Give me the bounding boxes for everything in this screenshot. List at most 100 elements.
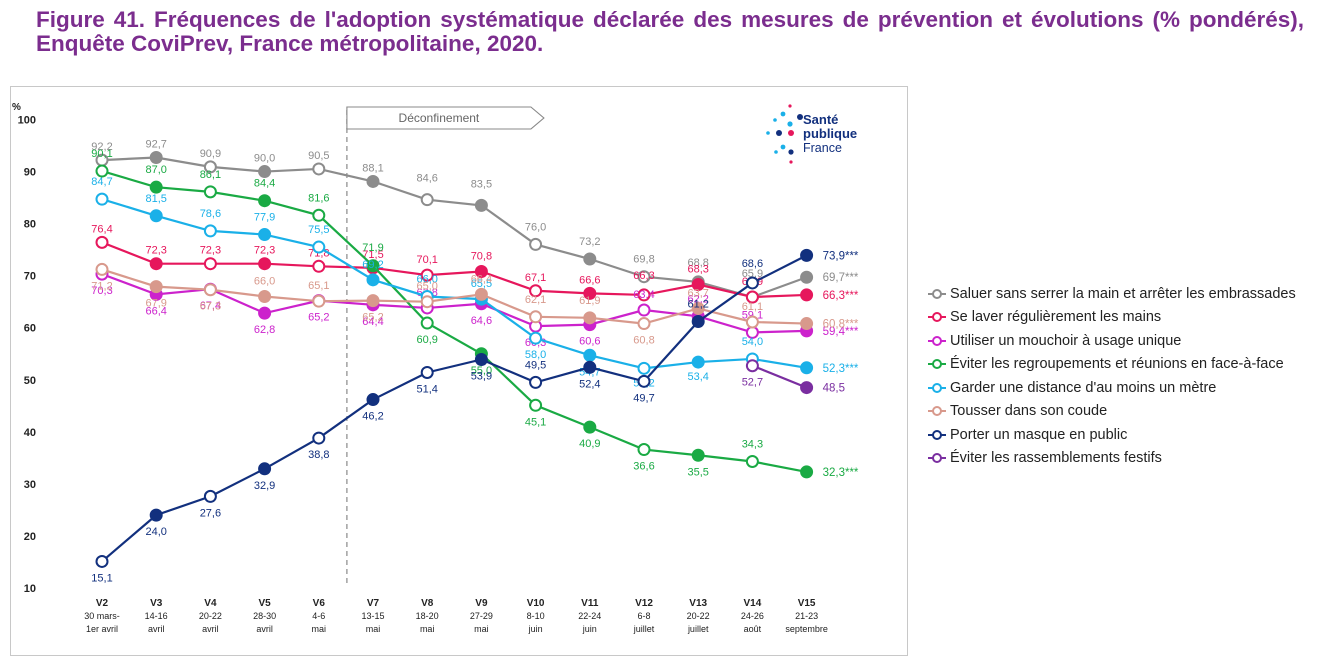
data-point	[366, 294, 380, 308]
x-tick-wave: V3	[150, 598, 163, 609]
x-tick-month: 1er avril	[86, 624, 118, 634]
data-point	[637, 361, 651, 375]
data-label: 70,3	[91, 285, 112, 297]
data-label: 71,9	[362, 242, 383, 254]
x-tick-dates: 8-10	[527, 611, 545, 621]
y-axis: 10 20 30 40 50 60 70 80 90 100%	[12, 102, 36, 595]
data-point	[529, 310, 543, 324]
data-point	[691, 301, 705, 315]
x-tick-dates: 6-8	[637, 611, 650, 621]
data-label: 61,1	[742, 301, 763, 313]
series-line	[101, 156, 807, 299]
legend-item: Porter un masque en public	[928, 423, 1296, 447]
data-label: 60,8	[633, 335, 654, 347]
data-label: 63,7	[687, 287, 708, 299]
data-point	[203, 185, 217, 199]
data-point	[366, 174, 380, 188]
legend-marker-icon	[928, 429, 946, 440]
data-point	[529, 398, 543, 412]
x-tick-wave: V7	[367, 598, 380, 609]
data-label: 63,4	[633, 289, 654, 301]
data-label: 90,1	[91, 148, 112, 160]
logo-dot	[776, 130, 782, 136]
legend-label: Éviter les rassemblements festifs	[950, 450, 1162, 467]
y-tick-label: 80	[24, 219, 36, 231]
data-point	[312, 240, 326, 254]
data-point	[745, 290, 759, 304]
data-point	[474, 287, 488, 301]
data-label: 66,3	[633, 270, 654, 282]
data-point	[691, 314, 705, 328]
data-label: 77,9	[254, 212, 275, 224]
x-tick-dates: 22-24	[578, 611, 601, 621]
x-tick-wave: V15	[798, 598, 816, 609]
x-tick-month: juin	[528, 624, 543, 634]
y-tick-label: 20	[24, 531, 36, 543]
end-data-label: 69,7***	[823, 272, 859, 284]
data-point	[312, 294, 326, 308]
data-label: 52,7	[742, 377, 763, 389]
data-label: 64,4	[362, 316, 383, 328]
end-data-label: 60,8***	[823, 319, 859, 331]
logo-dot	[797, 114, 803, 120]
logo-dot	[780, 111, 786, 117]
chart-frame	[10, 86, 908, 656]
legend-item: Éviter les regroupements et réunions en …	[928, 353, 1296, 377]
data-point	[95, 235, 109, 249]
legend-item: Se laver régulièrement les mains	[928, 306, 1296, 330]
data-point	[745, 276, 759, 290]
data-point	[583, 311, 597, 325]
logo-line-3: France	[803, 141, 842, 155]
x-tick-wave: V8	[421, 598, 434, 609]
legend-marker-icon	[928, 335, 946, 346]
data-label: 68,3	[687, 264, 708, 276]
data-label: 69,8	[633, 254, 654, 266]
series-line	[101, 273, 807, 334]
x-tick-wave: V6	[313, 598, 326, 609]
data-point	[203, 160, 217, 174]
data-point	[312, 162, 326, 176]
data-point	[800, 288, 814, 302]
x-tick-dates: 18-20	[416, 611, 439, 621]
legend-item: Utiliser un mouchoir à usage unique	[928, 329, 1296, 353]
x-tick-month: mai	[474, 624, 489, 634]
x-tick-dates: 20-22	[687, 611, 710, 621]
data-label: 15,1	[91, 572, 112, 584]
data-point	[637, 317, 651, 331]
data-point	[583, 252, 597, 266]
y-tick-label: 90	[24, 167, 36, 179]
data-label: 69,2	[362, 259, 383, 271]
x-tick-month: juillet	[687, 624, 709, 634]
data-label: 65,9	[742, 268, 763, 280]
y-tick-label: 60	[24, 323, 36, 335]
legend-item: Tousser dans son coude	[928, 400, 1296, 424]
legend-marker-icon	[928, 288, 946, 299]
data-label: 65,2	[308, 312, 329, 324]
x-tick-dates: 20-22	[199, 611, 222, 621]
data-label: 65,2	[362, 312, 383, 324]
data-label: 49,5	[525, 359, 546, 371]
data-point	[637, 288, 651, 302]
series-layer: 92,2 92,7 90,9 90,0 90,5 88,1 84,6 83,5 76,0 73,2…	[91, 139, 859, 585]
data-point	[800, 465, 814, 479]
data-label: 68,6	[742, 258, 763, 270]
x-tick-wave: V5	[258, 598, 271, 609]
legend-item: Garder une distance d'au moins un mètre	[928, 376, 1296, 400]
logo-dot	[789, 160, 793, 164]
data-point	[583, 348, 597, 362]
x-tick-dates: 27-29	[470, 611, 493, 621]
x-tick-month: avril	[256, 624, 273, 634]
data-label: 32,9	[254, 480, 275, 492]
x-tick-wave: V14	[744, 598, 762, 609]
data-label: 52,4	[579, 378, 600, 390]
legend-label: Garder une distance d'au moins un mètre	[950, 379, 1217, 396]
x-tick-month: juin	[582, 624, 597, 634]
data-point	[745, 359, 759, 373]
data-point	[258, 462, 272, 476]
x-tick-wave: V9	[475, 598, 488, 609]
data-label: 81,5	[145, 193, 166, 205]
data-point	[312, 208, 326, 222]
data-label: 68,8	[687, 257, 708, 269]
legend-marker-icon	[928, 312, 946, 323]
logo-dot	[766, 131, 770, 135]
